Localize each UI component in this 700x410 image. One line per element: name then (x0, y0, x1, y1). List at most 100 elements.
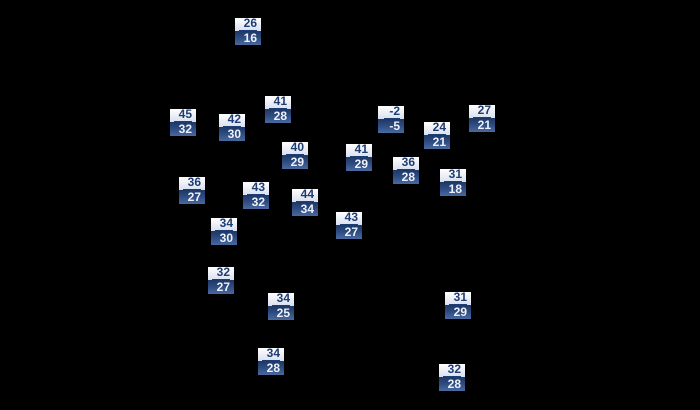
low-temp-cell: 29 (346, 157, 372, 171)
high-temp-value: 36 (182, 176, 201, 190)
high-temp-value: 40 (285, 141, 304, 155)
temperature-marker[interactable]: 32 28 (439, 363, 465, 391)
high-temp-value: 31 (448, 291, 467, 305)
high-temp-value: 44 (295, 188, 314, 202)
high-temp-value: 32 (442, 363, 461, 377)
low-temp-value: 25 (276, 306, 290, 320)
low-temp-value: 28 (447, 377, 461, 391)
high-temp-cell: 36 (179, 176, 205, 190)
high-temp-value: 43 (246, 181, 265, 195)
temperature-marker[interactable]: 27 21 (469, 104, 495, 132)
high-temp-value: -2 (384, 105, 400, 119)
high-temp-cell: 24 (424, 121, 450, 135)
low-temp-value: 21 (432, 135, 446, 149)
low-temp-cell: 28 (258, 361, 284, 375)
temperature-marker[interactable]: 40 29 (282, 141, 308, 169)
high-temp-cell: 45 (170, 108, 196, 122)
high-temp-cell: 26 (235, 17, 261, 31)
low-temp-value: 28 (273, 109, 287, 123)
low-temp-value: 16 (243, 31, 257, 45)
low-temp-cell: 27 (208, 280, 234, 294)
high-temp-cell: 31 (440, 168, 466, 182)
low-temp-cell: 28 (393, 170, 419, 184)
low-temp-value: 29 (354, 157, 368, 171)
low-temp-cell: 30 (211, 231, 237, 245)
temperature-marker[interactable]: 41 29 (346, 143, 372, 171)
low-temp-cell: 27 (179, 190, 205, 204)
temperature-marker[interactable]: -2 -5 (378, 105, 404, 133)
temperature-marker[interactable]: 43 27 (336, 211, 362, 239)
low-temp-value: 18 (448, 182, 462, 196)
low-temp-value: 30 (227, 127, 241, 141)
high-temp-value: 24 (427, 121, 446, 135)
high-temp-cell: 41 (346, 143, 372, 157)
low-temp-value: 28 (266, 361, 280, 375)
high-temp-value: 32 (211, 266, 230, 280)
temperature-marker[interactable]: 36 28 (393, 156, 419, 184)
high-temp-cell: 40 (282, 141, 308, 155)
temperature-marker[interactable]: 32 27 (208, 266, 234, 294)
low-temp-value: 32 (178, 122, 192, 136)
low-temp-cell: 32 (170, 122, 196, 136)
low-temp-cell: 34 (292, 202, 318, 216)
low-temp-value: 21 (477, 118, 491, 132)
high-temp-cell: 44 (292, 188, 318, 202)
temperature-marker[interactable]: 31 18 (440, 168, 466, 196)
low-temp-cell: 29 (445, 305, 471, 319)
low-temp-value: 28 (401, 170, 415, 184)
low-temp-value: 29 (453, 305, 467, 319)
temperature-marker[interactable]: 41 28 (265, 95, 291, 123)
temperature-marker[interactable]: 34 30 (211, 217, 237, 245)
low-temp-cell: 25 (268, 306, 294, 320)
high-temp-value: 34 (271, 292, 290, 306)
high-temp-cell: 43 (336, 211, 362, 225)
high-temp-cell: 34 (258, 347, 284, 361)
high-temp-cell: 41 (265, 95, 291, 109)
high-temp-value: 41 (268, 95, 287, 109)
low-temp-value: 34 (300, 202, 314, 216)
high-temp-cell: 32 (439, 363, 465, 377)
temperature-marker[interactable]: 44 34 (292, 188, 318, 216)
high-temp-value: 34 (261, 347, 280, 361)
high-temp-value: 42 (222, 113, 241, 127)
temperature-marker[interactable]: 34 25 (268, 292, 294, 320)
high-temp-value: 45 (173, 108, 192, 122)
low-temp-cell: 27 (336, 225, 362, 239)
high-temp-cell: 31 (445, 291, 471, 305)
high-temp-cell: -2 (378, 105, 404, 119)
low-temp-cell: 30 (219, 127, 245, 141)
low-temp-cell: 28 (265, 109, 291, 123)
high-temp-value: 34 (214, 217, 233, 231)
low-temp-cell: -5 (378, 119, 404, 133)
low-temp-value: 32 (251, 195, 265, 209)
low-temp-value: 29 (290, 155, 304, 169)
high-temp-cell: 34 (211, 217, 237, 231)
temperature-marker[interactable]: 42 30 (219, 113, 245, 141)
low-temp-cell: 28 (439, 377, 465, 391)
low-temp-cell: 16 (235, 31, 261, 45)
high-temp-cell: 34 (268, 292, 294, 306)
temperature-marker[interactable]: 45 32 (170, 108, 196, 136)
temperature-marker[interactable]: 31 29 (445, 291, 471, 319)
high-temp-cell: 43 (243, 181, 269, 195)
low-temp-value: 27 (216, 280, 230, 294)
low-temp-cell: 29 (282, 155, 308, 169)
low-temp-cell: 32 (243, 195, 269, 209)
high-temp-cell: 32 (208, 266, 234, 280)
temperature-marker[interactable]: 26 16 (235, 17, 261, 45)
high-temp-value: 26 (238, 17, 257, 31)
high-temp-value: 41 (349, 143, 368, 157)
low-temp-cell: 18 (440, 182, 466, 196)
low-temp-value: 30 (219, 231, 233, 245)
high-temp-value: 36 (396, 156, 415, 170)
low-temp-cell: 21 (469, 118, 495, 132)
high-temp-value: 27 (472, 104, 491, 118)
temperature-marker[interactable]: 43 32 (243, 181, 269, 209)
temperature-marker[interactable]: 24 21 (424, 121, 450, 149)
high-temp-cell: 36 (393, 156, 419, 170)
low-temp-value: -5 (389, 119, 400, 133)
low-temp-value: 27 (187, 190, 201, 204)
temperature-marker[interactable]: 34 28 (258, 347, 284, 375)
low-temp-value: 27 (344, 225, 358, 239)
temperature-marker[interactable]: 36 27 (179, 176, 205, 204)
